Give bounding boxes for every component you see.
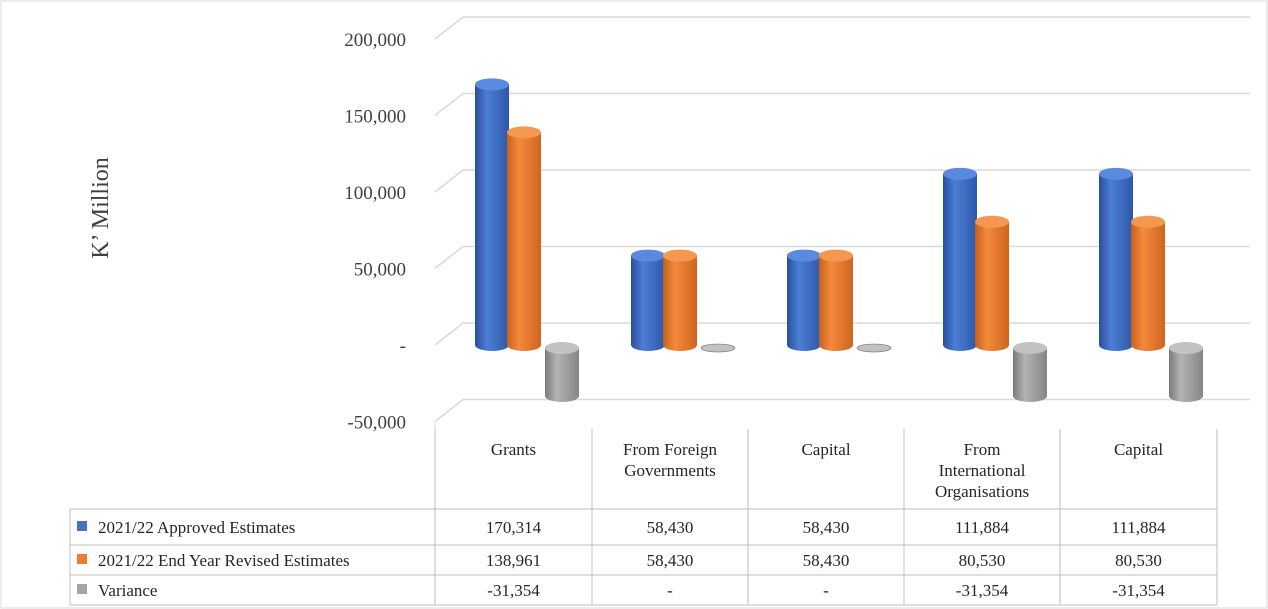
bar: [1013, 342, 1047, 402]
category-label: From: [964, 440, 1001, 459]
bar: [663, 249, 697, 351]
y-tick-label: 200,000: [344, 30, 406, 51]
bar: [507, 126, 541, 351]
bar: [856, 343, 892, 353]
y-tick-label: 150,000: [344, 107, 406, 128]
series-name: 2021/22 End Year Revised Estimates: [98, 551, 350, 570]
bar: [631, 249, 665, 351]
category-label: International: [939, 461, 1026, 480]
bar: [1099, 167, 1133, 351]
data-label: -: [667, 581, 673, 600]
category-label: Governments: [624, 461, 716, 480]
data-label: 58,430: [803, 551, 850, 570]
series-name: 2021/22 Approved Estimates: [98, 518, 295, 537]
data-label: -31,354: [956, 581, 1009, 600]
y-tick-label: -50,000: [347, 413, 406, 434]
gridline: [434, 169, 1250, 193]
bar: [475, 78, 509, 351]
category-label: Grants: [491, 440, 536, 459]
category-label: Organisations: [935, 482, 1029, 501]
data-label: -: [823, 581, 829, 600]
gridline: [434, 398, 1250, 423]
bar: [943, 167, 977, 351]
data-label: 111,884: [955, 518, 1009, 537]
bar: [1169, 342, 1203, 402]
y-axis-label: K’ Million: [88, 157, 114, 259]
data-label: 111,884: [1112, 518, 1166, 537]
data-label: 80,530: [1115, 551, 1162, 570]
bar: [819, 249, 853, 351]
data-label: 80,530: [959, 551, 1006, 570]
data-table: Grants From Foreign Governments Capital From…: [69, 429, 1218, 606]
category-label: From Foreign: [623, 440, 717, 459]
y-tick-label: 100,000: [344, 183, 406, 204]
data-label: 138,961: [486, 551, 541, 570]
gridline: [434, 16, 1250, 40]
data-label: 170,314: [486, 518, 542, 537]
bar: [545, 342, 579, 402]
legend-key: [77, 521, 87, 531]
bar: [787, 249, 821, 351]
y-tick-label: 50,000: [354, 260, 406, 281]
series-name: Variance: [98, 581, 157, 600]
bars: [475, 78, 1203, 402]
bar: [975, 215, 1009, 351]
data-label: 58,430: [647, 518, 694, 537]
legend-key: [77, 554, 87, 564]
gridline: [434, 92, 1250, 117]
category-label: Capital: [801, 440, 850, 459]
data-label: -31,354: [1112, 581, 1165, 600]
bar: [1131, 215, 1165, 351]
y-tick-label: -: [400, 336, 406, 357]
category-label: Capital: [1114, 440, 1163, 459]
data-label: -31,354: [487, 581, 540, 600]
bar: [700, 343, 736, 353]
data-label: 58,430: [647, 551, 694, 570]
data-label: 58,430: [803, 518, 850, 537]
legend-key: [77, 584, 87, 594]
